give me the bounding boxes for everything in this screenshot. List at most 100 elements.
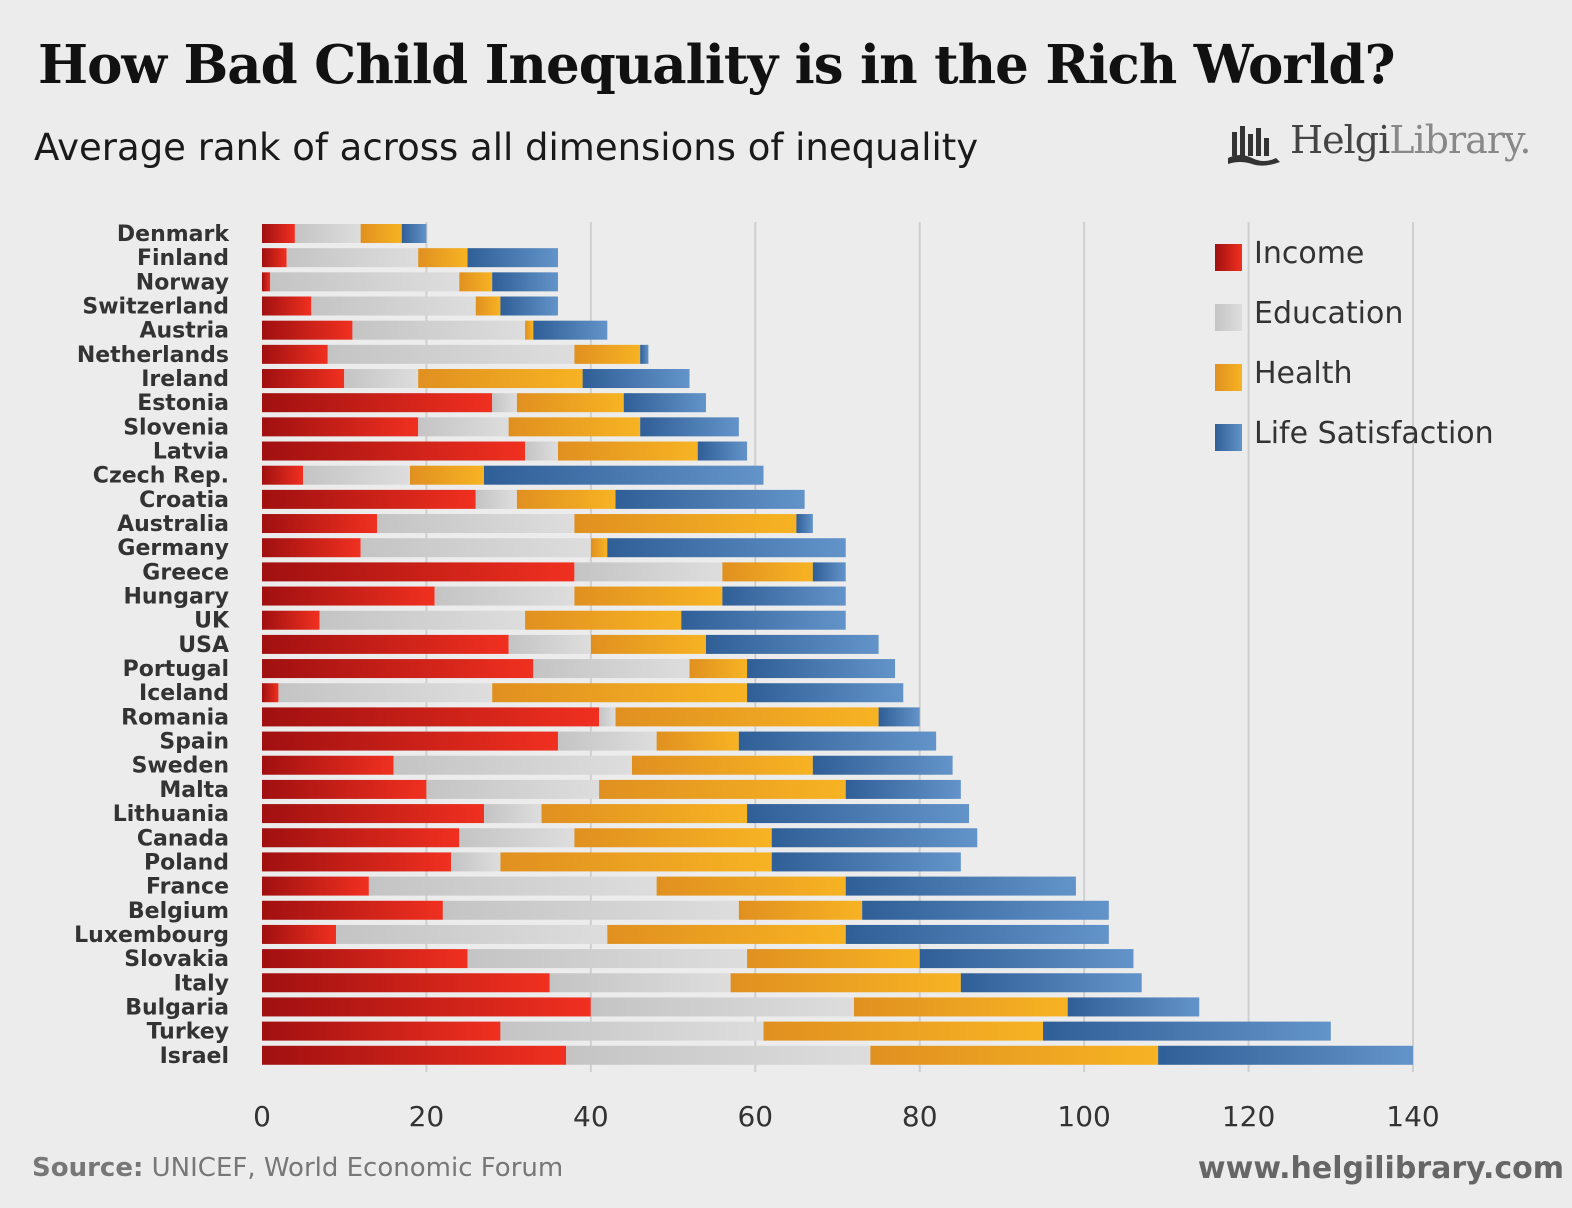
x-axis-ticks: 0 20 40 60 80 100 120 140: [253, 1100, 1440, 1133]
country-label-usa: USA: [178, 633, 229, 658]
country-label-italy: Italy: [174, 971, 229, 996]
bar-italy-health: [730, 973, 961, 993]
bar-poland-income: [262, 852, 452, 872]
bar-finland-health: [418, 248, 468, 268]
legend-label-income: Income: [1254, 236, 1364, 271]
bar-finland-income: [262, 248, 287, 268]
bar-ireland-education: [344, 369, 419, 389]
country-labels: DenmarkFinlandNorwaySwitzerlandAustriaNe…: [74, 222, 230, 1069]
bar-luxembourg-health: [607, 924, 846, 944]
bar-czech-rep-health: [409, 465, 484, 485]
bar-lithuania-education: [483, 804, 542, 824]
bar-israel-education: [566, 1045, 871, 1065]
country-label-australia: Australia: [117, 512, 229, 537]
bar-finland-life-satisfaction: [467, 248, 558, 268]
bar-uk-education: [319, 610, 526, 630]
x-tick-60: 60: [737, 1100, 773, 1133]
website-link[interactable]: www.helgilibrary.com: [1197, 1151, 1564, 1186]
bar-greece-income: [262, 562, 575, 582]
bar-canada-education: [459, 828, 575, 848]
country-label-greece: Greece: [142, 560, 229, 585]
bar-lithuania-health: [541, 804, 748, 824]
legend-label-health: Health: [1254, 356, 1353, 391]
bar-slovenia-life-satisfaction: [640, 417, 739, 437]
x-tick-120: 120: [1222, 1100, 1275, 1133]
bar-israel-income: [262, 1045, 567, 1065]
bar-australia-life-satisfaction: [796, 514, 813, 534]
x-tick-100: 100: [1057, 1100, 1110, 1133]
country-label-france: France: [146, 875, 229, 900]
bar-portugal-health: [689, 659, 748, 679]
bar-iceland-health: [492, 683, 748, 703]
x-tick-140: 140: [1386, 1100, 1439, 1133]
bar-finland-education: [286, 248, 419, 268]
legend-swatch-education: [1215, 304, 1242, 331]
bar-czech-rep-education: [303, 465, 410, 485]
bar-spain-education: [557, 731, 657, 751]
country-label-uk: UK: [194, 609, 230, 634]
bar-norway-life-satisfaction: [492, 272, 558, 292]
bar-germany-income: [262, 538, 361, 558]
country-label-latvia: Latvia: [153, 440, 229, 465]
bar-belgium-income: [262, 900, 443, 920]
bar-poland-education: [451, 852, 501, 872]
bar-portugal-life-satisfaction: [747, 659, 896, 679]
bar-luxembourg-life-satisfaction: [845, 924, 1109, 944]
country-label-luxembourg: Luxembourg: [74, 923, 229, 948]
bar-uk-income: [262, 610, 320, 630]
bar-czech-rep-life-satisfaction: [483, 465, 764, 485]
legend-swatch-income: [1215, 244, 1242, 271]
bar-spain-life-satisfaction: [738, 731, 937, 751]
bar-latvia-education: [525, 441, 558, 461]
bar-australia-education: [377, 514, 575, 534]
legend-label-education: Education: [1254, 296, 1403, 331]
country-label-germany: Germany: [117, 536, 229, 561]
bar-canada-income: [262, 828, 460, 848]
bar-france-education: [368, 876, 657, 896]
bar-malta-life-satisfaction: [845, 779, 961, 799]
bar-hungary-education: [434, 586, 575, 606]
country-label-ireland: Ireland: [141, 367, 229, 392]
legend-swatch-life-satisfaction: [1215, 424, 1242, 451]
bar-australia-income: [262, 514, 378, 534]
bar-australia-health: [574, 514, 797, 534]
bar-malta-income: [262, 779, 427, 799]
country-label-norway: Norway: [136, 270, 229, 295]
bar-denmark-income: [262, 224, 295, 243]
bar-uk-life-satisfaction: [681, 610, 846, 630]
bar-spain-income: [262, 731, 558, 751]
country-label-lithuania: Lithuania: [113, 802, 229, 827]
country-label-finland: Finland: [137, 246, 229, 271]
country-label-estonia: Estonia: [137, 391, 229, 416]
chart-title: How Bad Child Inequality is in the Rich …: [38, 34, 1396, 96]
country-label-netherlands: Netherlands: [77, 343, 229, 368]
country-label-belgium: Belgium: [128, 899, 229, 924]
country-label-israel: Israel: [160, 1044, 229, 1069]
country-label-malta: Malta: [159, 778, 229, 803]
bar-malta-health: [599, 779, 846, 799]
bar-israel-life-satisfaction: [1158, 1045, 1413, 1065]
bar-canada-health: [574, 828, 772, 848]
bar-romania-health: [615, 707, 879, 727]
country-label-austria: Austria: [139, 319, 229, 344]
bar-croatia-health: [516, 489, 616, 509]
bar-luxembourg-education: [335, 924, 608, 944]
source-text: UNICEF, World Economic Forum: [143, 1153, 564, 1183]
bar-estonia-life-satisfaction: [623, 393, 706, 413]
country-label-spain: Spain: [159, 730, 229, 755]
bar-romania-life-satisfaction: [878, 707, 920, 727]
bar-sweden-health: [631, 755, 813, 775]
bar-romania-income: [262, 707, 600, 727]
bar-turkey-income: [262, 1021, 501, 1041]
source-label: Source:: [32, 1153, 144, 1183]
bar-bulgaria-life-satisfaction: [1067, 997, 1200, 1017]
bar-estonia-education: [492, 393, 517, 413]
country-label-hungary: Hungary: [123, 585, 229, 610]
bar-luxembourg-income: [262, 924, 336, 944]
bar-netherlands-income: [262, 344, 328, 364]
bar-france-income: [262, 876, 369, 896]
logo-brand-bold: Helgi: [1290, 118, 1390, 162]
bar-latvia-life-satisfaction: [697, 441, 748, 461]
chart-legend: Income Education Health Life Satisfaction: [1215, 236, 1494, 451]
bar-germany-health: [590, 538, 608, 558]
